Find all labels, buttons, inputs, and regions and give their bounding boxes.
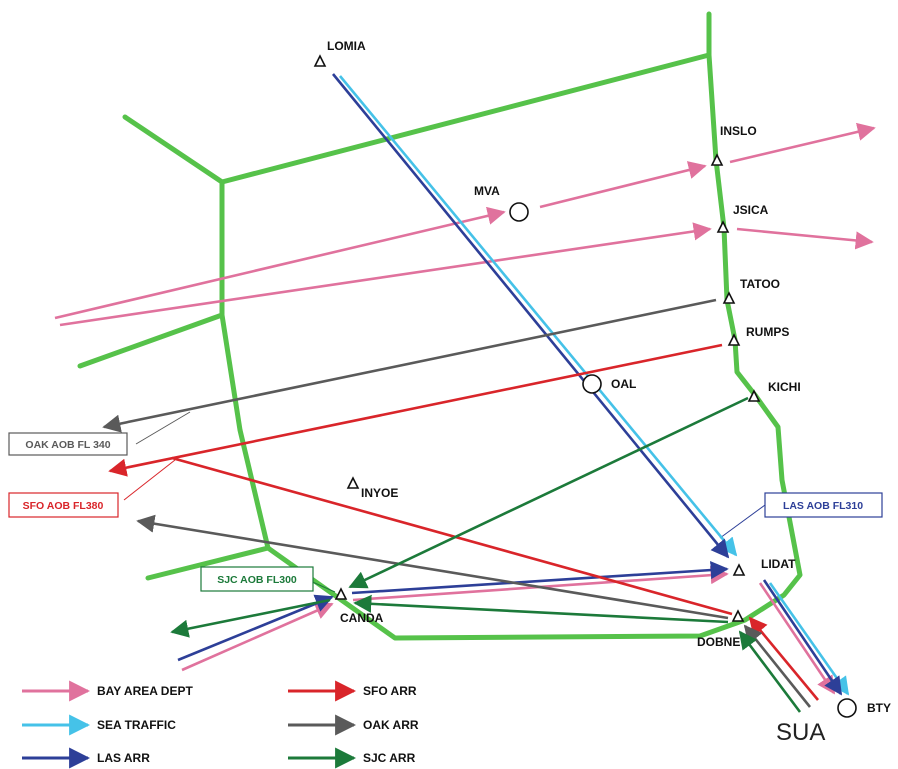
label-lomia: LOMIA <box>327 39 366 53</box>
legend-label-sea-traffic: SEA TRAFFIC <box>97 718 176 732</box>
label-rumps: RUMPS <box>746 325 789 339</box>
route-sfo-arr-rumps <box>108 343 723 477</box>
route-bay-dept-inslo-exit <box>729 122 876 164</box>
route-las-arr-canda-lidat <box>351 560 729 595</box>
fix-canda-triangle <box>334 587 348 600</box>
fix-labels: LOMIA INSLO MVA JSICA TATOO RUMPS OAL KI… <box>327 39 891 715</box>
route-bay-dept-canda-in <box>181 602 334 672</box>
label-oal: OAL <box>611 377 636 391</box>
sfo-box-leader <box>123 459 176 501</box>
route-bay-dept-jsica-exit <box>736 227 874 250</box>
route-sfo-arr-dobne-west <box>171 456 733 616</box>
route-oak-arr-dobne <box>136 514 729 620</box>
sjc-aob-label: SJC AOB FL300 <box>217 574 297 586</box>
route-bay-dept-jsica <box>59 222 712 327</box>
route-bay-dept-mva <box>54 206 506 320</box>
legend-label-sfo-arr: SFO ARR <box>363 684 417 698</box>
boundary-north <box>219 52 712 185</box>
label-canda: CANDA <box>340 611 384 625</box>
sua-label: SUA <box>776 719 825 746</box>
las-aob-label: LAS AOB FL310 <box>783 500 863 512</box>
label-inslo: INSLO <box>720 124 757 138</box>
boundary-north-east <box>265 11 803 641</box>
route-sjc-arr-kichi <box>348 396 749 589</box>
route-las-arr-bty <box>762 579 843 696</box>
route-sjc-arr-canda-out <box>170 598 331 638</box>
routes <box>54 73 876 713</box>
vor-bty-circle <box>837 698 857 718</box>
route-oak-arr-tatoo <box>102 298 717 433</box>
legend-label-bay-area-dept: BAY AREA DEPT <box>97 684 193 698</box>
route-bay-dept-inslo <box>539 161 707 209</box>
aob-boxes: OAK AOB FL 340 SFO AOB FL380 LAS AOB FL3… <box>8 432 883 592</box>
oak-box-leader <box>135 411 191 445</box>
label-tatoo: TATOO <box>740 277 780 291</box>
vor-mva-circle <box>509 202 529 222</box>
fix-lomia-triangle <box>313 54 327 67</box>
sfo-aob-box: SFO AOB FL380 <box>8 492 119 518</box>
route-oak-arr-bty <box>743 624 812 708</box>
legend-labels: BAY AREA DEPT SEA TRAFFIC LAS ARR SFO AR… <box>97 684 419 765</box>
route-sjc-arr-dobne <box>353 594 729 624</box>
sfo-aob-label: SFO AOB FL380 <box>23 500 104 512</box>
las-aob-box: LAS AOB FL310 <box>764 492 883 518</box>
route-sea-traffic <box>338 75 738 557</box>
boundary-west-spine <box>219 179 271 551</box>
fix-symbols <box>313 54 857 718</box>
route-las-arr-canda-in <box>177 594 334 662</box>
label-mva: MVA <box>474 184 500 198</box>
route-sjc-arr-bty <box>738 630 802 713</box>
leader-lines <box>123 411 766 593</box>
label-lidat: LIDAT <box>761 557 796 571</box>
boundary-southwest-spur <box>145 545 271 581</box>
fix-inyoe-triangle <box>346 476 360 489</box>
vor-oal-circle <box>582 374 602 394</box>
route-bay-dept-bty-in <box>758 582 836 695</box>
fix-rumps-triangle <box>727 333 741 346</box>
label-inyoe: INYOE <box>361 486 398 500</box>
fix-jsica-triangle <box>716 220 730 233</box>
legend-label-las-arr: LAS ARR <box>97 751 150 765</box>
oak-aob-box: OAK AOB FL 340 <box>8 432 128 456</box>
label-kichi: KICHI <box>768 380 801 394</box>
label-jsica: JSICA <box>733 203 769 217</box>
fix-inslo-triangle <box>710 153 724 166</box>
label-dobne: DOBNE <box>697 635 740 649</box>
las-box-leader <box>719 504 766 539</box>
sjc-aob-box: SJC AOB FL300 <box>200 566 314 592</box>
boundary-northwest-spur <box>122 114 225 185</box>
route-sea-traffic-bty <box>768 582 850 696</box>
legend-label-oak-arr: OAK ARR <box>363 718 419 732</box>
legend <box>22 680 357 769</box>
route-las-arr-lomia <box>331 73 730 559</box>
boundary-west-spur <box>77 312 225 369</box>
fix-tatoo-triangle <box>722 291 736 304</box>
sector-boundaries <box>77 11 803 641</box>
legend-label-sjc-arr: SJC ARR <box>363 751 416 765</box>
fix-dobne-triangle <box>731 609 745 622</box>
label-bty: BTY <box>867 701 891 715</box>
fix-kichi-triangle <box>747 389 761 402</box>
fix-lidat-triangle <box>732 563 746 576</box>
oak-aob-label: OAK AOB FL 340 <box>25 439 110 451</box>
